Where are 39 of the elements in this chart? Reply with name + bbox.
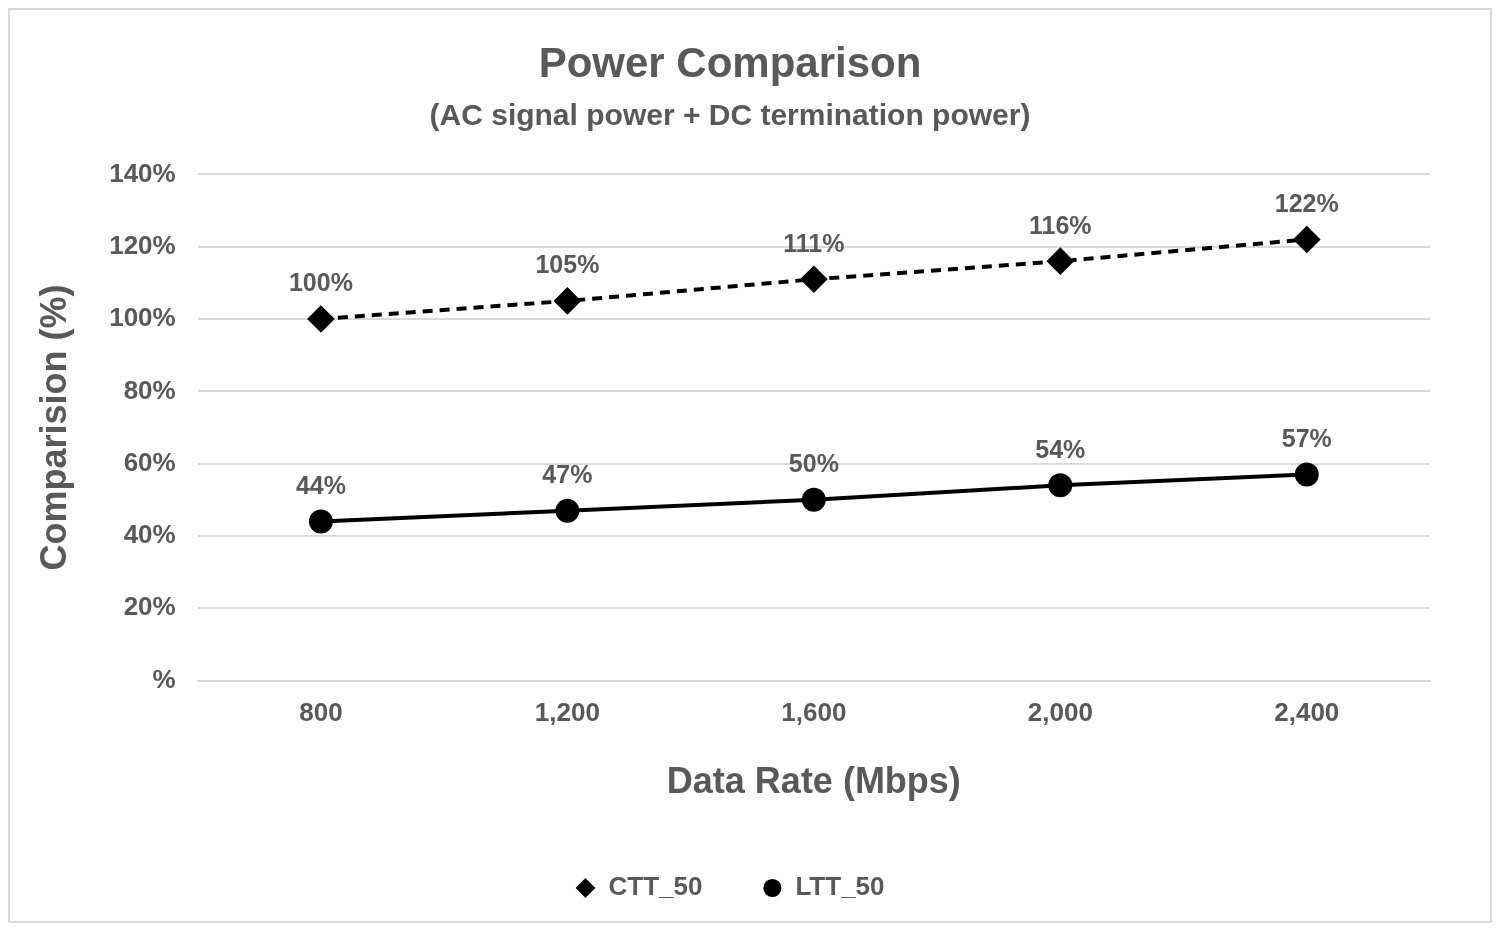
legend-label: LTT_50: [795, 871, 885, 902]
data-label: 116%: [1029, 210, 1092, 239]
point: [1293, 226, 1320, 253]
point: [1047, 248, 1074, 275]
data-label: 47%: [542, 460, 593, 489]
point: [1294, 462, 1319, 487]
point: [800, 266, 827, 293]
data-label: 100%: [288, 268, 353, 297]
point: [801, 487, 826, 512]
data-label: 122%: [1274, 188, 1339, 217]
y-tick-label: 60%: [123, 446, 176, 477]
data-label: 54%: [1035, 434, 1086, 463]
data-label: 44%: [295, 470, 346, 499]
data-label: 111%: [783, 228, 845, 257]
data-label: 50%: [788, 449, 839, 478]
y-tick-label: 80%: [123, 374, 176, 405]
y-tick-label: 120%: [109, 229, 176, 260]
x-tick-label: 2,400: [1274, 697, 1340, 728]
x-tick-label: 1,600: [781, 697, 847, 728]
y-tick-label: %: [152, 663, 176, 694]
x-tick-label: 2,000: [1027, 697, 1093, 728]
x-tick-label: 800: [299, 697, 343, 728]
chart-title: Power Comparison: [538, 38, 922, 86]
point: [308, 509, 333, 534]
point: [1048, 473, 1073, 498]
y-tick-label: 40%: [123, 519, 176, 550]
point: [554, 287, 581, 314]
x-tick-label: 1,200: [534, 697, 600, 728]
data-label: 105%: [535, 250, 600, 279]
legend-label: CTT_50: [608, 871, 703, 902]
y-tick-label: 100%: [109, 302, 176, 333]
x-axis-title: Data Rate (Mbps): [666, 760, 961, 802]
point: [307, 306, 334, 333]
y-axis-title: Comparision (%): [32, 284, 74, 571]
data-label: 57%: [1281, 423, 1332, 452]
y-tick-label: 140%: [109, 157, 176, 188]
y-tick-label: 20%: [123, 591, 176, 622]
point: [555, 498, 580, 523]
chart-subtitle: (AC signal power + DC termination power): [429, 97, 1031, 131]
